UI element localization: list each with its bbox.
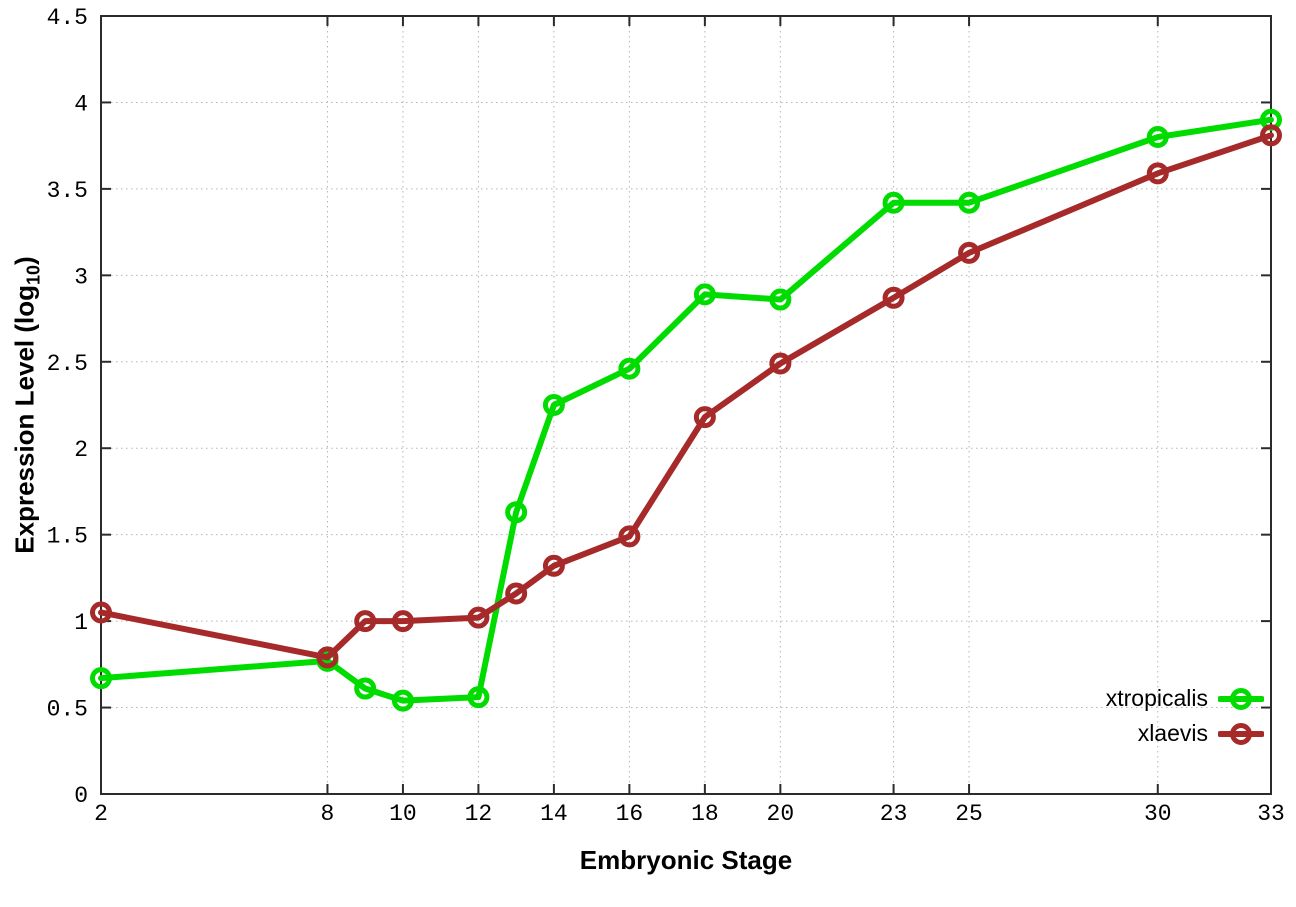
- plot-border: [100, 15, 1272, 795]
- data-point-xlaevis: [618, 525, 641, 548]
- legend-sample-xlaevis: [1230, 722, 1252, 745]
- x-tick-label: 16: [616, 801, 644, 827]
- x-tick-label: 10: [389, 801, 417, 827]
- y-tick-label: 4.5: [47, 5, 88, 31]
- data-point-xlaevis: [882, 286, 905, 309]
- data-point-xlaevis: [1260, 124, 1282, 147]
- data-point-xtropicalis: [769, 288, 792, 311]
- y-axis-title-close: ): [9, 256, 40, 265]
- data-point-xtropicalis: [542, 394, 565, 416]
- y-tick-label: 3.5: [47, 178, 88, 204]
- xtropicalis-line-marker-icon: [1218, 687, 1264, 710]
- x-axis-title: Embryonic Stage: [579, 845, 793, 875]
- data-point-xtropicalis: [618, 357, 641, 380]
- x-tick-label: 25: [955, 801, 983, 827]
- x-tick-label: 14: [540, 801, 568, 827]
- data-point-xlaevis: [354, 610, 377, 633]
- y-axis-title: Expression Level (log10): [9, 256, 44, 553]
- data-point-xtropicalis: [1146, 126, 1169, 149]
- y-tick-label: 1.5: [47, 524, 88, 550]
- data-point-xtropicalis: [391, 689, 414, 712]
- x-tick-label: 20: [767, 801, 795, 827]
- legend-item-xtropicalis: xtropicalis: [1106, 681, 1264, 716]
- y-tick-label: 3: [74, 264, 88, 290]
- xlaevis-line-marker-icon: [1218, 722, 1264, 745]
- y-tick-label: 4: [74, 91, 88, 117]
- data-point-xlaevis: [1146, 162, 1169, 185]
- legend: xtropicalis xlaevis: [1106, 681, 1264, 751]
- y-tick-label: 2.5: [47, 351, 88, 377]
- data-point-xtropicalis: [90, 667, 112, 690]
- data-point-xtropicalis: [958, 191, 981, 214]
- data-point-xlaevis: [693, 406, 716, 429]
- x-tick-label: 33: [1257, 801, 1285, 827]
- data-point-xlaevis: [769, 352, 792, 375]
- legend-item-xlaevis: xlaevis: [1106, 716, 1264, 751]
- series-line-xlaevis: [98, 132, 1274, 661]
- legend-label-xtropicalis: xtropicalis: [1105, 685, 1208, 711]
- data-point-xlaevis: [316, 646, 339, 669]
- data-point-xtropicalis: [693, 283, 716, 306]
- x-tick-label: 2: [94, 801, 108, 827]
- legend-label-xlaevis: xlaevis: [1137, 720, 1208, 746]
- data-point-xtropicalis: [882, 191, 905, 214]
- data-point-xtropicalis: [505, 501, 528, 524]
- y-axis-title-text: Expression Level (log: [9, 284, 40, 554]
- x-tick-label: 30: [1144, 801, 1172, 827]
- x-tick-label: 8: [321, 801, 335, 827]
- data-point-xlaevis: [391, 610, 414, 633]
- y-tick-label: 0: [74, 783, 88, 809]
- y-axis-title-subscript: 10: [23, 264, 44, 285]
- legend-sample-xtropicalis: [1230, 687, 1252, 710]
- y-tick-label: 0.5: [47, 697, 88, 723]
- x-tick-label: 12: [465, 801, 493, 827]
- x-tick-label: 23: [880, 801, 908, 827]
- data-point-xlaevis: [505, 582, 528, 605]
- y-tick-label: 1: [74, 610, 88, 636]
- data-point-xlaevis: [467, 606, 490, 629]
- series-line-xtropicalis: [98, 116, 1274, 704]
- data-point-xtropicalis: [354, 677, 377, 700]
- data-point-xlaevis: [90, 601, 112, 624]
- data-point-xlaevis: [958, 241, 981, 264]
- y-tick-label: 2: [74, 437, 88, 463]
- x-tick-label: 18: [691, 801, 719, 827]
- data-point-xlaevis: [542, 554, 565, 577]
- data-point-xtropicalis: [467, 686, 490, 709]
